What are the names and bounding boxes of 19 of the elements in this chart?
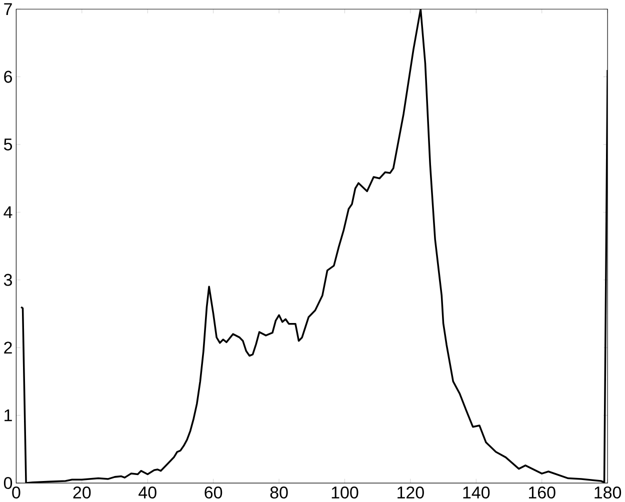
x-tick-label: 180 <box>594 486 622 499</box>
line-series <box>20 9 608 484</box>
x-tick-label: 140 <box>463 486 490 499</box>
x-tick-label: 0 <box>12 486 20 499</box>
y-tick-label: 5 <box>4 138 12 151</box>
y-tick-label: 6 <box>4 70 12 83</box>
y-tick-label: 7 <box>4 3 12 16</box>
x-tick-label: 60 <box>204 486 222 499</box>
y-tick-label: 4 <box>4 206 12 218</box>
x-tick-label: 20 <box>73 486 91 499</box>
y-tick-label: 1 <box>4 410 12 422</box>
y-tick-label: 0 <box>4 477 12 490</box>
x-tick-label: 160 <box>528 486 556 499</box>
x-tick-label: 80 <box>270 486 288 499</box>
y-tick-label: 2 <box>4 342 12 354</box>
y-tick-label: 3 <box>4 274 12 286</box>
x-tick-label: 120 <box>398 486 424 499</box>
x-tick-label: 40 <box>138 486 156 499</box>
x-tick-label: 100 <box>332 486 358 499</box>
